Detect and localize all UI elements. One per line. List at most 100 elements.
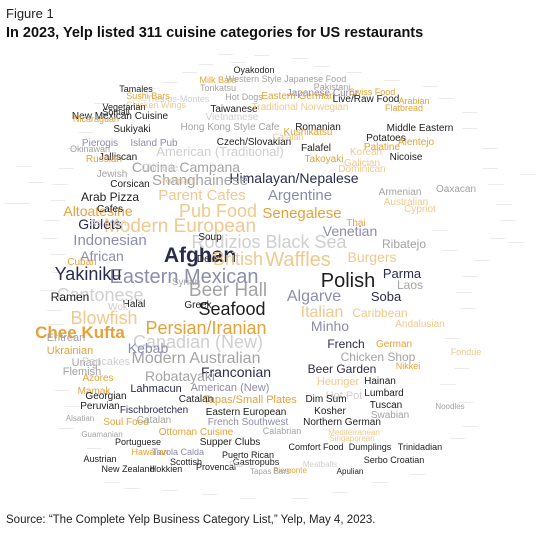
cloud-word: Seafood	[198, 299, 265, 319]
cloud-word: Fondue	[451, 347, 482, 357]
cloud-word: Dumplings	[349, 442, 392, 452]
filler-mark: ———	[51, 198, 66, 204]
cloud-word: Ukrainian	[47, 345, 93, 357]
filler-mark: ———	[373, 480, 388, 486]
filler-mark: ———	[95, 101, 110, 107]
filler-mark: ———	[143, 86, 158, 92]
cloud-word: Western Style Japanese Food	[226, 74, 346, 84]
cloud-word: Portuguese	[115, 437, 161, 447]
filler-mark: ———	[163, 80, 178, 86]
cloud-word: Swabian	[371, 410, 409, 421]
filler-mark: ———	[293, 496, 308, 502]
filler-mark: ———	[241, 496, 256, 502]
filler-mark: ———	[459, 400, 474, 406]
cloud-word: Chicken Wings	[126, 100, 187, 110]
cloud-word: Altoatesine	[63, 203, 132, 219]
filler-mark: ———	[347, 70, 362, 76]
cloud-word: Greek	[184, 300, 212, 311]
cloud-word: Tuscan	[370, 400, 402, 411]
cloud-word: Delis	[197, 254, 219, 265]
cloud-word: Catalan	[179, 394, 213, 405]
cloud-word: Chee Kufta	[35, 323, 125, 342]
cloud-word: Syrian	[172, 277, 200, 288]
cloud-word: Robatayaki	[145, 368, 215, 384]
cloud-word: Okinawan	[70, 144, 110, 154]
filler-mark: ———	[125, 486, 140, 492]
cloud-word: Tapas/Small Plates	[203, 394, 297, 406]
filler-mark: ———	[461, 306, 476, 312]
filler-mark: ———	[199, 62, 214, 68]
cloud-word: Calabrian	[263, 426, 302, 436]
cloud-word: Kebab	[128, 340, 169, 356]
cloud-word: Lumbard	[364, 388, 403, 399]
cloud-word: African	[80, 248, 124, 264]
cloud-word: Parma	[383, 266, 422, 281]
cloud-word: Hong Kong Style Cafe	[181, 122, 280, 133]
cloud-word: Persian/Iranian	[145, 318, 266, 338]
cloud-word: Fischbroetchen	[120, 405, 188, 416]
cloud-word: Armenian	[379, 187, 422, 198]
filler-mark: ———	[87, 446, 102, 452]
cloud-word: Jewish	[97, 169, 128, 180]
cloud-word: Flemish	[63, 366, 102, 378]
cloud-word: Eastern Mexican	[110, 266, 259, 288]
cloud-word: Azores	[82, 373, 113, 384]
cloud-word: Hot Dogs	[225, 92, 263, 102]
filler-mark: ———	[219, 52, 234, 58]
filler-mark: ———	[15, 201, 30, 207]
cloud-word: Dominican	[338, 164, 385, 175]
cloud-word: Russian	[86, 154, 122, 165]
cloud-word: Nicoise	[390, 152, 423, 163]
cloud-word: Peruvian	[80, 401, 119, 412]
cloud-word: Cucina Campana	[132, 159, 240, 175]
cloud-word: Traditional Norwegian	[252, 102, 349, 113]
cloud-word: Soup	[198, 232, 222, 243]
cloud-word: Indonesian	[73, 232, 146, 249]
cloud-word: Ramen	[51, 290, 90, 304]
filler-mark: ———	[203, 492, 218, 498]
cloud-word: Yakiniku	[55, 264, 122, 284]
cloud-word: Oaxacan	[436, 184, 476, 195]
cloud-word: American (Traditional)	[156, 144, 283, 159]
cloud-word: Vietnamese	[206, 112, 259, 123]
filler-mark: ———	[411, 472, 426, 478]
source-note: Source: “The Complete Yelp Business Cate…	[6, 514, 376, 526]
cloud-word: Pierogis	[82, 138, 118, 149]
cloud-word: Catalan	[137, 415, 171, 426]
cloud-word: Georgian	[85, 391, 126, 402]
filler-mark: ———	[385, 78, 400, 84]
cloud-word: Japanese Curry	[287, 88, 358, 99]
cloud-word: Kushikatsu	[284, 127, 333, 138]
filler-mark: ———	[255, 53, 270, 59]
cloud-word: Rodizios	[191, 232, 260, 252]
cloud-word: Waffles	[265, 249, 331, 271]
filler-mark: ———	[501, 218, 516, 224]
cloud-word: British	[213, 249, 263, 269]
filler-mark: ———	[45, 218, 60, 224]
cloud-word: Serbo Croatian	[364, 455, 425, 465]
filler-mark: ———	[463, 424, 478, 430]
cloud-word: Puerto Rican	[222, 450, 274, 460]
cloud-word: Trinidadian	[398, 442, 442, 452]
filler-mark: ———	[433, 228, 448, 234]
cloud-word: Eastern German	[261, 91, 334, 102]
cloud-word: Polish	[321, 270, 375, 292]
cloud-word: Tapas Bars	[250, 467, 290, 476]
filler-mark: ———	[59, 166, 74, 172]
filler-mark: ———	[483, 166, 498, 172]
cloud-word: Heuriger	[317, 376, 360, 388]
cloud-word: Afghan	[164, 244, 236, 267]
cloud-word: Tonkatsu	[200, 83, 236, 93]
filler-mark: ———	[333, 490, 348, 496]
cloud-word: Nicaraguan	[73, 114, 119, 124]
cloud-word: Korean	[350, 147, 382, 158]
cloud-word: Argentine	[268, 187, 332, 204]
filler-mark: ———	[17, 164, 32, 170]
cloud-word: Corsican	[110, 179, 149, 190]
cloud-word: German	[376, 339, 412, 350]
cloud-word: Pakistani	[314, 82, 351, 92]
cloud-word: Northern German	[303, 417, 381, 428]
cloud-word: Nikkei	[396, 361, 421, 371]
cloud-word: Mamak	[78, 386, 112, 397]
filler-mark: ———	[497, 202, 512, 208]
